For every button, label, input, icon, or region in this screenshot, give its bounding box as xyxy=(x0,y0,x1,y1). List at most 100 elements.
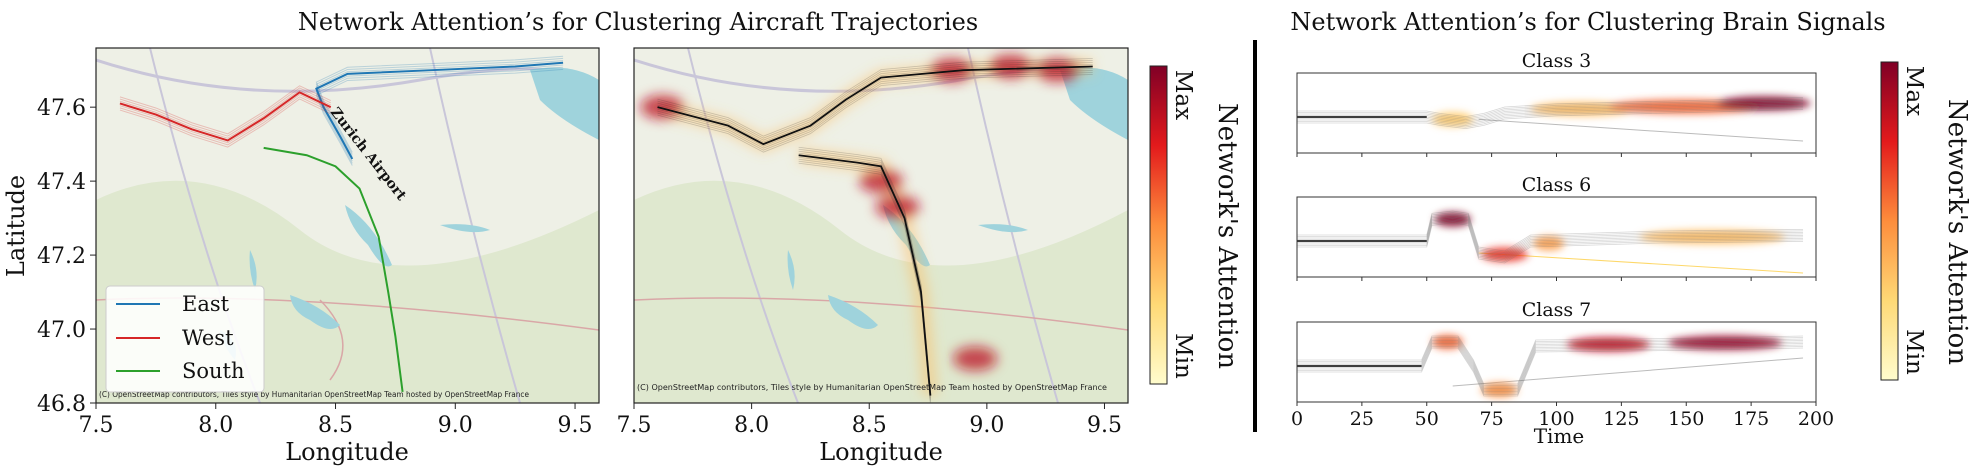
signal-trace xyxy=(1297,104,1804,125)
brain-signals-panel: Class 3 Class 6 Class 7 0 25 50 75 100 125 150 175… xyxy=(1291,50,1834,430)
x-tick-label: 75 xyxy=(1480,408,1504,430)
signal-trace xyxy=(1297,97,1804,118)
attention-blob xyxy=(1639,230,1785,244)
signal-trace xyxy=(1297,335,1804,385)
x-tick-label: 8.5 xyxy=(318,413,353,438)
brain-subplot-2: Class 6 xyxy=(1296,174,1817,281)
signal-trace xyxy=(1297,344,1804,394)
x-tick-label: 8.5 xyxy=(852,413,887,438)
colorbar-max-label: Max xyxy=(1170,70,1196,120)
right-figure-title: Network Attention’s for Clustering Brain… xyxy=(1290,8,1885,36)
axis-title-latitude: Latitude xyxy=(2,175,30,277)
subplot-title: Class 7 xyxy=(1522,299,1592,321)
signal-trace xyxy=(1297,213,1804,255)
subplot-title: Class 6 xyxy=(1522,174,1592,196)
signal-trace xyxy=(1297,218,1804,259)
y-tick-label: 47.2 xyxy=(37,244,86,269)
attention-blob xyxy=(1481,383,1518,397)
signal-trace xyxy=(1297,212,1804,253)
cluster-line-west xyxy=(119,91,332,142)
trajectory-trace xyxy=(657,60,1093,139)
map-panel-clusters: Zurich Airport (C) OpenStreetMap contrib… xyxy=(2,47,600,466)
signal-trace xyxy=(1297,341,1804,391)
lake-walen xyxy=(440,224,490,233)
map-copyright-text: (C) OpenStreetMap contributors, Tiles st… xyxy=(99,390,529,399)
trajectory-trace xyxy=(657,58,1093,137)
cluster-line-south xyxy=(263,146,404,393)
outlier-trace xyxy=(1478,252,1804,274)
y-tick-label: 46.8 xyxy=(37,392,86,417)
trajectory-trace xyxy=(657,62,1093,141)
attention-blob xyxy=(1717,96,1811,111)
subplot-title: Class 3 xyxy=(1522,50,1592,72)
legend: East West South xyxy=(105,285,265,393)
signal-trace xyxy=(1297,222,1804,264)
signal-trace xyxy=(1297,100,1804,121)
attention-blob xyxy=(1434,212,1471,227)
axis-title-longitude-a: Longitude xyxy=(285,438,409,466)
colorbar-right: Max Min Network's Attention xyxy=(1880,61,1972,381)
x-tick-label: 7.5 xyxy=(79,413,114,438)
cluster-line-west-trace xyxy=(119,98,331,148)
colorbar-title: Network's Attention xyxy=(1212,103,1242,369)
trajectory-trace xyxy=(657,74,1093,153)
axis-title-time: Time xyxy=(1534,424,1585,448)
brain-subplot-1: Class 3 xyxy=(1296,50,1817,157)
attention-blobs xyxy=(1434,212,1785,262)
y-tick-label: 47.6 xyxy=(37,96,86,121)
attention-blob xyxy=(1481,247,1528,262)
attention-heat-layer xyxy=(640,54,1093,403)
x-tick-label: 100 xyxy=(1538,408,1574,430)
cluster-line-east-trace xyxy=(315,64,564,162)
signal-trace xyxy=(1297,347,1804,397)
brain-subplot-3: Class 7 xyxy=(1296,299,1817,406)
trajectory-mean xyxy=(657,65,1093,146)
signal-trace xyxy=(1297,343,1804,392)
cluster-line-west-trace xyxy=(119,87,331,137)
signal-trace xyxy=(1297,210,1804,252)
signal-trace xyxy=(1297,216,1804,258)
colorbar-min-label: Min xyxy=(1170,333,1196,379)
trajectory-trace xyxy=(657,64,1093,143)
trajectory-trace xyxy=(657,70,1093,149)
signal-trace xyxy=(1297,340,1804,389)
lake-lucerne xyxy=(290,295,340,329)
subplot-background xyxy=(1297,322,1816,402)
signal-trace xyxy=(1297,103,1804,124)
x-tick-label: 8.0 xyxy=(734,413,769,438)
attention-blob xyxy=(1431,335,1464,349)
x-tick-label: 0 xyxy=(1291,408,1303,430)
signal-trace xyxy=(1297,101,1804,122)
axis-title-longitude-b: Longitude xyxy=(819,438,943,466)
colorbar-gradient-right xyxy=(1880,61,1899,381)
x-tick-label: 50 xyxy=(1415,408,1439,430)
signal-trace xyxy=(1297,346,1804,395)
outlier-trace xyxy=(1452,357,1804,387)
attention-blob xyxy=(1530,102,1635,116)
signal-trace xyxy=(1297,219,1804,261)
signal-trace xyxy=(1297,98,1804,119)
legend-label-south: South xyxy=(182,359,245,383)
cluster-line-east-trace xyxy=(315,60,564,157)
colorbar-min-label-right: Min xyxy=(1901,329,1927,375)
y-tick-label: 47.4 xyxy=(37,170,86,195)
y-tick-label: 47.0 xyxy=(37,318,86,343)
colorbar-title-right: Network's Attention xyxy=(1942,99,1972,365)
cluster-line-west-trace xyxy=(119,89,331,139)
x-tick-label: 9.0 xyxy=(969,413,1004,438)
signal-trace xyxy=(1297,215,1804,256)
attention-blob xyxy=(1668,335,1783,350)
x-tick-label: 150 xyxy=(1668,408,1704,430)
x-tick-label: 175 xyxy=(1733,408,1769,430)
signal-trace xyxy=(1297,107,1804,128)
attention-hotspot xyxy=(1035,58,1080,83)
colorbar-max-label-right: Max xyxy=(1901,66,1927,116)
trajectory-trace xyxy=(657,72,1093,151)
x-tick-label: 9.0 xyxy=(438,413,473,438)
x-tick-label: 25 xyxy=(1350,408,1374,430)
colorbar-gradient xyxy=(1149,65,1168,385)
attention-blobs xyxy=(1431,335,1783,397)
trajectory-mean xyxy=(798,154,932,396)
cluster-line-west-trace xyxy=(119,85,331,135)
